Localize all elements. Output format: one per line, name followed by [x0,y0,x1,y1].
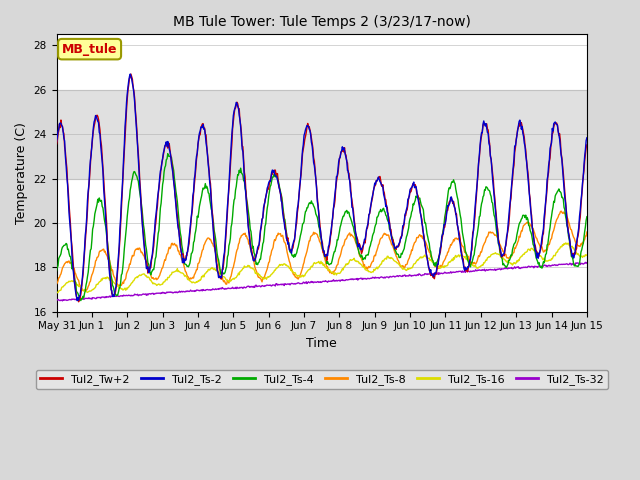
Title: MB Tule Tower: Tule Temps 2 (3/23/17-now): MB Tule Tower: Tule Temps 2 (3/23/17-now… [173,15,470,29]
Y-axis label: Temperature (C): Temperature (C) [15,122,28,224]
Legend: Tul2_Tw+2, Tul2_Ts-2, Tul2_Ts-4, Tul2_Ts-8, Tul2_Ts-16, Tul2_Ts-32: Tul2_Tw+2, Tul2_Ts-2, Tul2_Ts-4, Tul2_Ts… [36,370,608,389]
Text: MB_tule: MB_tule [62,43,117,56]
Bar [56,90,587,179]
X-axis label: Time: Time [307,337,337,350]
